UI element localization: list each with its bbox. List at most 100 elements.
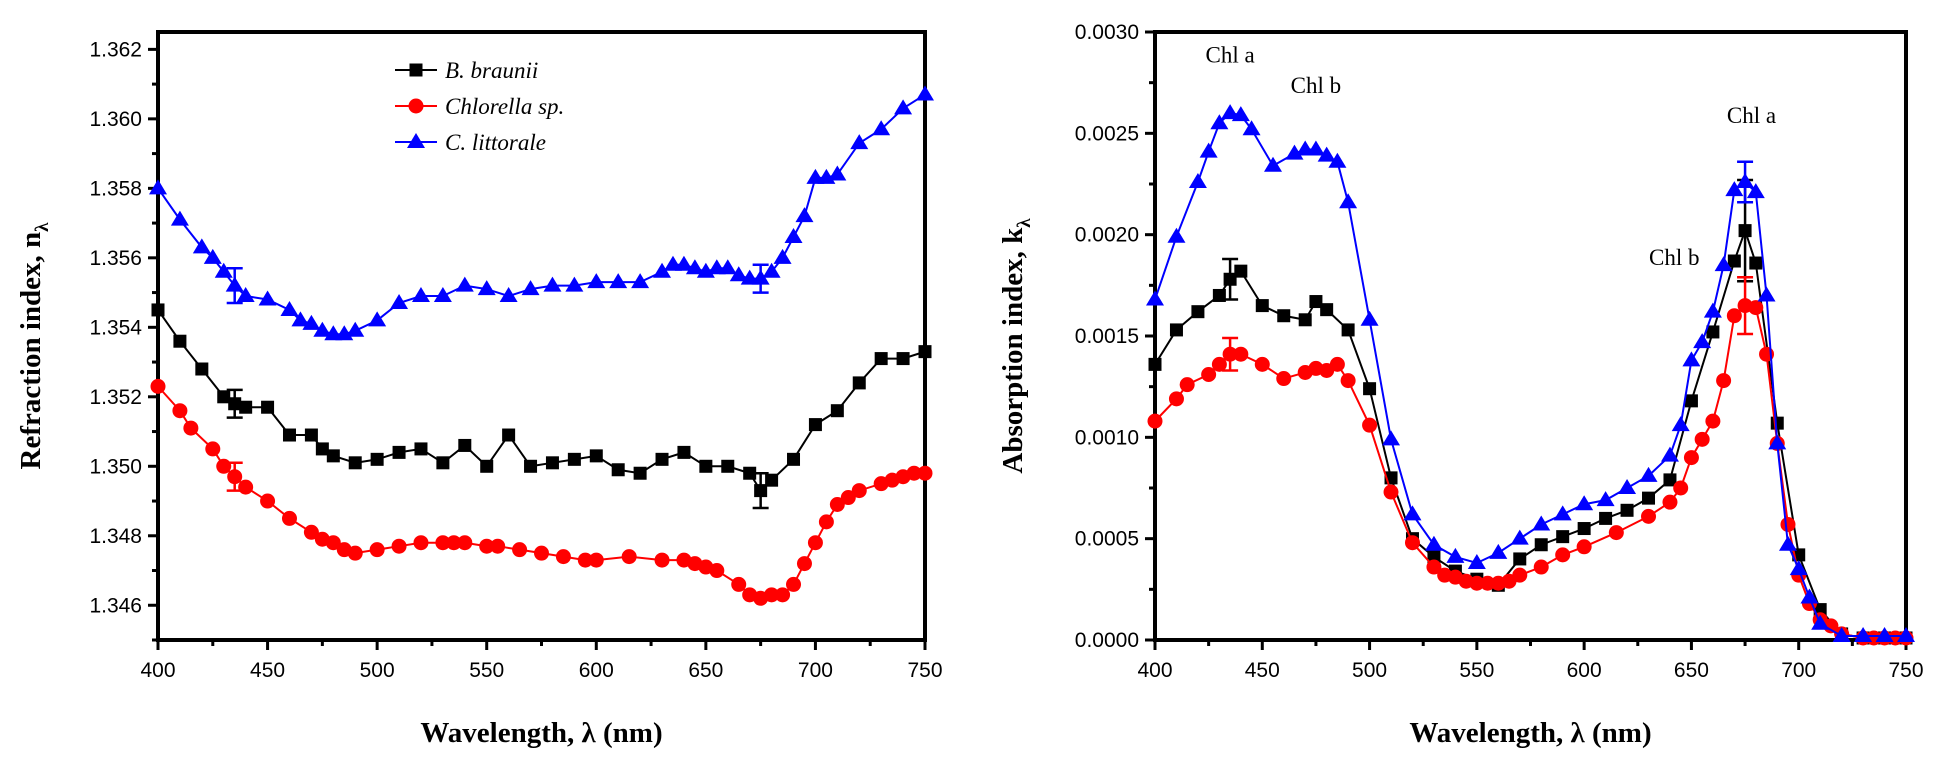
data-point-square [1427,550,1441,564]
data-point-triangle [1188,172,1207,188]
data-point-circle [1222,346,1238,362]
data-point-square [1169,323,1183,337]
legend-marker-square [409,63,423,77]
data-point-square [808,418,822,432]
y-tick-label: 1.350 [89,455,142,478]
y-tick-label: 1.348 [89,525,142,548]
data-point-circle [260,493,276,509]
y-axis-title-subscript: λ [32,222,53,232]
data-point-circle [1576,539,1592,555]
data-point-square [545,456,559,470]
y-tick-label: 1.362 [89,38,142,61]
peak-annotation: Chl a [1205,42,1254,67]
data-point-square [1684,394,1698,408]
data-point-circle [1780,516,1796,532]
data-point-square [195,362,209,376]
x-tick-label: 700 [798,659,833,682]
data-point-circle [1201,367,1217,383]
data-point-square [1363,382,1377,396]
x-tick-label: 450 [250,659,285,682]
data-point-triangle [1199,142,1218,158]
data-point-square [1738,224,1752,238]
data-point-circle [281,510,297,526]
data-point-square [1255,299,1269,313]
data-point-square [721,459,735,473]
data-point-circle [775,587,791,603]
data-point-square [918,345,932,359]
data-point-triangle [1618,479,1637,494]
data-point-square [655,452,669,466]
data-point-triangle [1306,140,1325,156]
data-point-triangle [565,276,584,292]
data-point-circle [1211,356,1227,372]
data-point-triangle [1639,466,1658,482]
data-point-triangle [685,259,704,275]
data-point-square [261,400,275,414]
series-line [1154,304,1906,639]
series-chlorella-sp [150,378,933,606]
y-tick-label: 0.0015 [1075,325,1139,348]
data-point-square [1191,305,1205,319]
x-tick-label: 500 [360,659,395,682]
data-point-square [502,428,516,442]
data-point-triangle [1800,588,1819,604]
data-point-circle [851,483,867,499]
data-point-square [589,449,603,463]
data-point-circle [1254,356,1270,372]
data-point-triangle [1264,156,1283,172]
data-point-triangle [674,255,693,271]
data-point-square [1663,473,1677,487]
data-point-square [787,452,801,466]
y-tick-label: 0.0020 [1075,224,1139,247]
data-point-square [304,428,318,442]
data-point-square [326,449,340,463]
data-point-triangle [631,273,650,289]
data-point-circle [917,465,933,481]
data-point-circle [1641,508,1657,524]
data-point-square [1813,603,1827,617]
data-point-square [611,463,625,477]
data-point-triangle [1725,181,1744,197]
data-point-circle [829,497,845,513]
data-point-circle [1383,484,1399,500]
legend-label: B. braunii [445,58,538,83]
data-point-square [282,428,296,442]
data-point-circle [1512,567,1528,583]
data-point-triangle [609,273,628,289]
data-point-triangle [1231,106,1250,122]
data-point-square [1577,522,1591,536]
data-point-square [852,376,866,390]
data-point-square [436,456,450,470]
data-point-triangle [203,248,222,264]
data-point-triangle [1242,120,1261,136]
legend-marker-triangle [407,133,425,148]
data-point-square [1749,256,1763,270]
data-point-triangle [872,120,891,136]
data-point-square [830,404,844,418]
data-point-triangle [1682,351,1701,367]
data-point-circle [205,441,221,457]
data-point-circle [1147,413,1163,429]
data-point-triangle [291,311,310,327]
data-point-circle [588,552,604,568]
data-point-triangle [1854,626,1873,642]
data-point-circle [227,469,243,485]
data-point-square [1212,288,1226,302]
peak-annotation: Chl a [1727,103,1776,128]
data-point-square [480,459,494,473]
data-point-circle [654,552,670,568]
data-point-triangle [236,287,255,303]
data-point-triangle [1736,172,1755,188]
y-tick-label: 1.356 [89,247,142,270]
data-point-triangle [499,287,518,303]
data-point-circle [807,535,823,551]
data-point-triangle [1671,416,1690,432]
data-point-circle [764,587,780,603]
data-point-circle [731,576,747,592]
data-point-triangle [346,321,365,337]
data-point-circle [216,458,232,474]
data-point-circle [1276,371,1292,387]
data-point-triangle [751,269,770,285]
data-point-triangle [1424,535,1443,551]
